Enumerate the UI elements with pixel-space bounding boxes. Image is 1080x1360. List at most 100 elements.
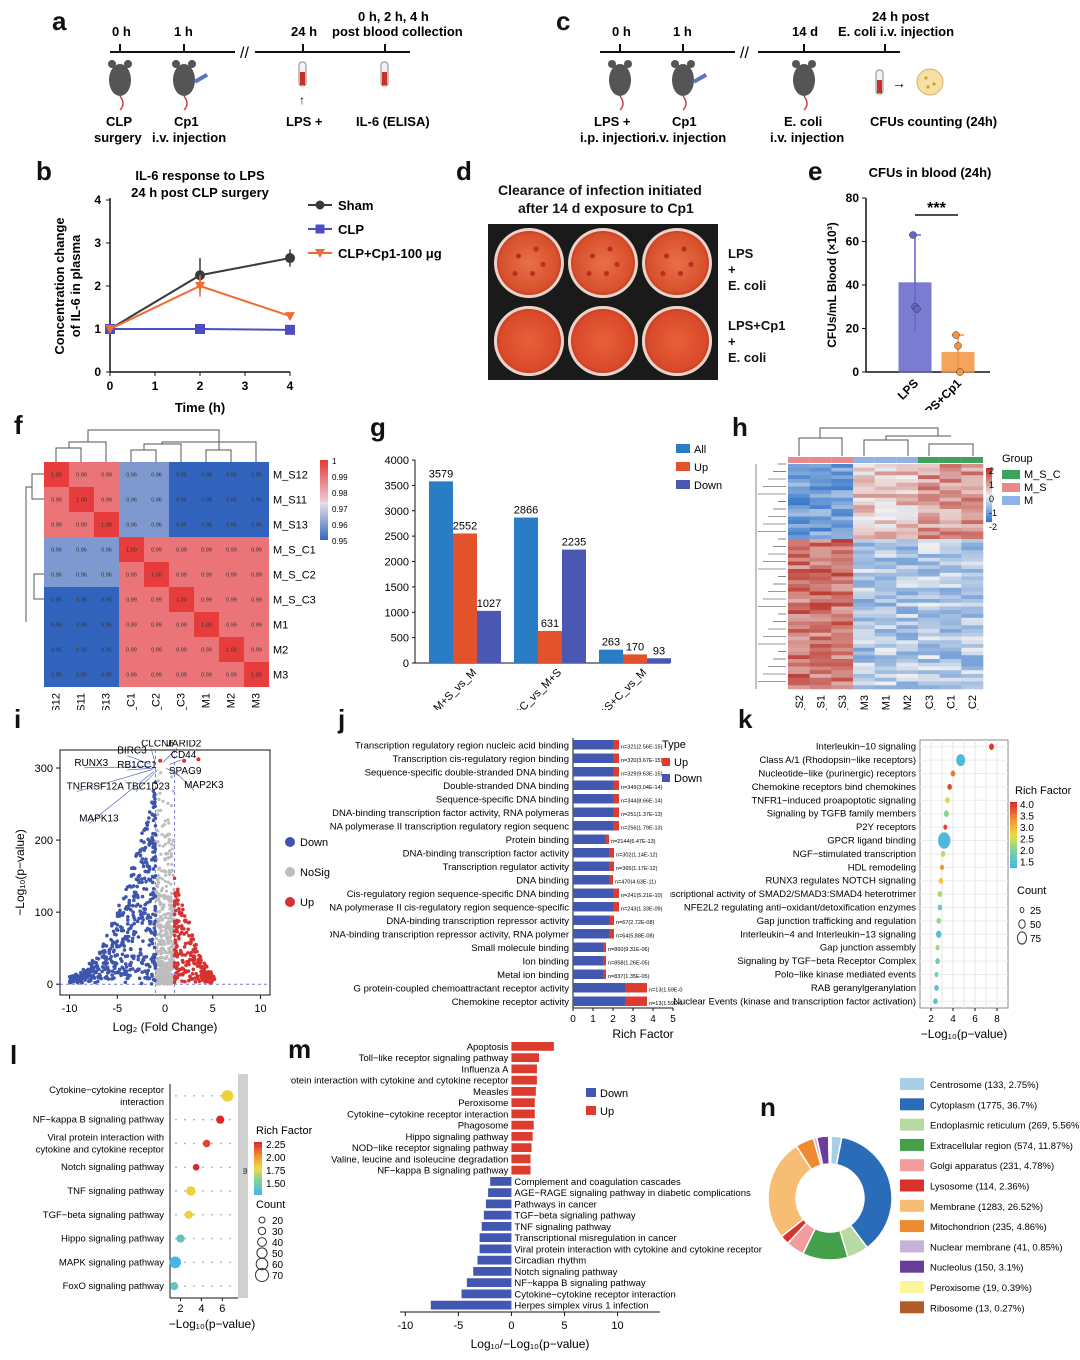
i-ytick-label: 0 xyxy=(47,979,53,991)
f-cell xyxy=(194,487,219,512)
m-category-label: Notch signaling pathway xyxy=(514,1267,617,1278)
h-cell xyxy=(896,505,919,510)
g-bar xyxy=(429,481,453,663)
i-point xyxy=(141,864,146,869)
h-cell xyxy=(853,527,875,532)
k-colorbar-seg xyxy=(1010,821,1017,825)
i-point xyxy=(128,962,132,967)
m-legend-label: Up xyxy=(600,1106,614,1118)
f-cell xyxy=(244,487,269,512)
h-cell xyxy=(853,595,875,600)
i-point xyxy=(140,894,145,899)
f-cell xyxy=(44,562,69,587)
f-cell-label: 0.99 xyxy=(101,473,112,479)
h-cell xyxy=(896,677,919,682)
i-point xyxy=(153,832,158,836)
j-bar-down xyxy=(573,888,613,898)
i-point xyxy=(130,939,135,944)
h-cell xyxy=(961,625,984,630)
n-legend-swatch xyxy=(900,1301,924,1314)
k-category-label: Signaling by TGFB family members xyxy=(767,809,916,820)
h-cell xyxy=(853,621,875,626)
h-colorbar-seg xyxy=(986,477,992,479)
i-point xyxy=(166,916,171,920)
h-cell xyxy=(809,670,832,675)
l-colorbar-label: 2.00 xyxy=(266,1153,286,1164)
mouse-icon xyxy=(108,60,132,111)
j-legend-label: Down xyxy=(674,773,702,785)
panel-letter-g: g xyxy=(370,412,386,442)
j-category-label: DNA binding xyxy=(516,875,569,886)
k-colorbar-seg xyxy=(1010,837,1017,840)
c-label-iv: i.v. injection xyxy=(652,130,726,145)
h-cell xyxy=(809,647,832,652)
i-legend-label: Up xyxy=(300,897,314,909)
f-cell-label: 0.99 xyxy=(201,548,212,554)
i-point xyxy=(128,947,133,951)
h-cell xyxy=(939,497,962,502)
j-bar-up xyxy=(613,740,619,750)
l-xlabel: −Log₁₀(p−value) xyxy=(169,1317,255,1331)
f-cell xyxy=(119,487,144,512)
i-point xyxy=(155,898,159,902)
f-cell-label: 0.95 xyxy=(51,623,62,629)
i-point xyxy=(111,929,116,934)
h-cell xyxy=(788,561,810,566)
k-bubble xyxy=(935,958,940,965)
m-category-label: NOD−like receptor signaling pathway xyxy=(352,1143,509,1154)
e-datapoint xyxy=(954,342,962,350)
k-colorbar-seg xyxy=(1010,850,1017,853)
h-cell xyxy=(788,497,810,502)
i-point xyxy=(186,969,191,973)
i-point xyxy=(136,967,140,972)
i-point xyxy=(168,928,172,932)
h-cell xyxy=(939,565,962,570)
i-point xyxy=(139,981,144,986)
l-grid-dot xyxy=(220,1261,222,1264)
j-category-label: Small molecule binding xyxy=(471,943,569,954)
h-cell xyxy=(788,512,810,517)
h-colorbar-seg xyxy=(986,520,992,523)
j-bar-up xyxy=(613,794,619,804)
f-cell-label: 0.99 xyxy=(176,673,187,679)
f-cell-label: 0.99 xyxy=(151,548,162,554)
h-cell xyxy=(918,557,940,562)
i-point xyxy=(159,929,163,933)
i-point xyxy=(180,953,185,957)
l-colorbar-seg xyxy=(254,1168,262,1171)
i-point xyxy=(124,887,128,892)
f-row-label: M_S_C1 xyxy=(273,545,316,557)
h-cell xyxy=(874,572,897,577)
h-cell xyxy=(918,670,940,675)
i-point xyxy=(155,885,160,889)
f-cell-label: 0.99 xyxy=(126,673,137,679)
j-bar-up xyxy=(613,780,619,790)
h-cell xyxy=(831,651,854,656)
l-grid-dot xyxy=(220,1094,222,1097)
f-colorbar-seg xyxy=(320,510,328,512)
i-point xyxy=(188,941,193,946)
h-cell xyxy=(939,625,962,630)
i-point xyxy=(190,972,195,976)
b-ylabel-2: of IL-6 in plasma xyxy=(68,234,83,337)
k-xtick-label: 6 xyxy=(972,1014,978,1025)
k-colorbar-seg xyxy=(1010,843,1017,847)
h-cell xyxy=(961,557,984,562)
h-cell xyxy=(831,546,854,551)
i-point xyxy=(172,933,177,938)
j-xtick-label: 1 xyxy=(590,1014,596,1025)
m-bar-up xyxy=(511,1087,536,1096)
i-point xyxy=(173,929,177,933)
j-bar-up xyxy=(613,902,619,912)
n-legend-label: Ribosome (13, 0.27%) xyxy=(930,1303,1025,1314)
h-cell xyxy=(939,505,962,510)
k-colorbar-seg xyxy=(1010,854,1017,858)
j-bar-down xyxy=(573,753,613,763)
j-xtick-label: 3 xyxy=(630,1014,636,1025)
i-gene-label: MAP2K3 xyxy=(184,780,224,791)
h-cell xyxy=(896,625,919,630)
i-point xyxy=(170,909,174,913)
f-cell xyxy=(219,512,244,537)
m-bar-up xyxy=(511,1064,537,1074)
